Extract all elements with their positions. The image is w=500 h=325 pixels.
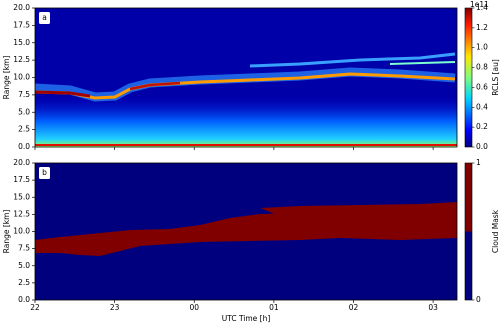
panel-label: b xyxy=(42,168,47,177)
y-tick-label: 5.0 xyxy=(18,261,30,270)
colorbar-offset: 1e11 xyxy=(470,0,489,9)
colorbar-tick-label: 0.0 xyxy=(476,142,488,151)
y-tick-label: 15.0 xyxy=(13,38,30,47)
y-tick-label: 15.0 xyxy=(13,192,30,201)
x-tick-label: 02 xyxy=(349,303,359,312)
colorbar-tick-label: 0.2 xyxy=(476,122,488,131)
y-tick-label: 2.5 xyxy=(18,125,30,134)
y-tick-label: 7.5 xyxy=(18,244,30,253)
x-axis-label: UTC Time [h] xyxy=(222,314,271,323)
y-tick-label: 20.0 xyxy=(13,3,30,12)
axes-frame xyxy=(34,162,458,301)
panel-label: a xyxy=(42,13,47,22)
y-tick-label: 10.0 xyxy=(13,73,30,82)
y-axis-label: Range [km] xyxy=(2,210,11,254)
y-tick-label: 2.5 xyxy=(18,278,30,287)
colorbar-tick-label: 0.8 xyxy=(476,63,488,72)
y-tick-label: 12.5 xyxy=(13,209,30,218)
colorbar xyxy=(465,8,472,147)
panel-label-box xyxy=(39,12,50,24)
y-tick-label: 0.0 xyxy=(18,142,30,151)
x-tick-label: 22 xyxy=(30,303,40,312)
y-tick-label: 0.0 xyxy=(18,295,30,304)
colorbar-frame xyxy=(464,162,473,301)
colorbar-tick-label: 1.0 xyxy=(476,43,488,52)
colorbar-tick-label: 1.2 xyxy=(476,23,488,32)
y-axis-label: Range [km] xyxy=(2,56,11,100)
colorbar-label: RCLS [au] xyxy=(491,59,500,96)
colorbar-low xyxy=(465,231,472,300)
colorbar-tick-label: 0.6 xyxy=(476,82,488,91)
x-tick-label: 00 xyxy=(189,303,199,312)
colorbar-tick-label: 0.4 xyxy=(476,102,488,111)
x-tick-label: 01 xyxy=(269,303,279,312)
colorbar-tick-label: 1.4 xyxy=(476,3,488,12)
x-tick-label: 23 xyxy=(110,303,120,312)
y-tick-label: 17.5 xyxy=(13,20,30,29)
colorbar-high xyxy=(465,163,472,232)
colorbar-frame xyxy=(464,7,473,148)
colorbar-tick-label: 0 xyxy=(476,295,481,304)
panel-label-box xyxy=(39,167,50,179)
colorbar-label: Cloud Mask xyxy=(491,209,500,253)
y-tick-label: 10.0 xyxy=(13,227,30,236)
y-tick-label: 5.0 xyxy=(18,107,30,116)
colorbar-tick-label: 1 xyxy=(476,158,481,167)
y-tick-label: 7.5 xyxy=(18,90,30,99)
y-tick-label: 12.5 xyxy=(13,55,30,64)
x-tick-label: 03 xyxy=(428,303,438,312)
y-tick-label: 20.0 xyxy=(13,158,30,167)
y-tick-label: 17.5 xyxy=(13,175,30,184)
mask-image xyxy=(35,163,457,300)
heatmap-image xyxy=(34,8,457,147)
axes-frame xyxy=(34,7,458,148)
